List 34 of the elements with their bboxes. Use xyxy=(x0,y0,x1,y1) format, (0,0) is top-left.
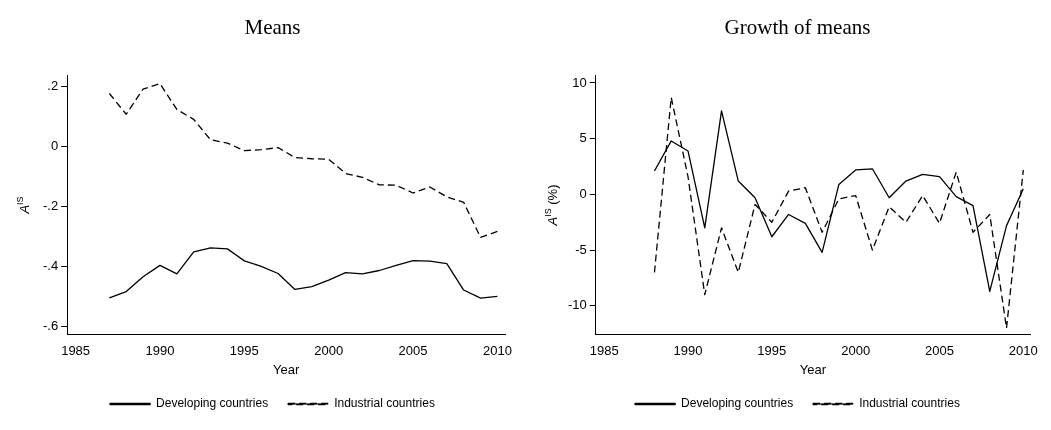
legend-label: Industrial countries xyxy=(859,396,960,411)
chart-title: Means xyxy=(244,15,301,40)
legend-label: Developing countries xyxy=(156,396,269,411)
chart-title: Growth of means xyxy=(724,15,871,40)
y-tick-label: .2 xyxy=(47,77,59,93)
y-tick-label: -10 xyxy=(567,297,587,313)
y-tick-label: -.2 xyxy=(43,198,59,214)
line-series xyxy=(653,96,1024,329)
x-tick-label: 2000 xyxy=(841,343,871,359)
x-tick-label: 1995 xyxy=(757,343,787,359)
x-tick-label: 2000 xyxy=(314,343,344,359)
y-tick-label: -5 xyxy=(575,241,587,257)
legend-label: Developing countries xyxy=(681,396,794,411)
x-tick-label: 2005 xyxy=(925,343,954,359)
x-tick-label: 1985 xyxy=(589,343,619,359)
x-tick-label: 1995 xyxy=(229,343,259,359)
y-axis-title: AIS (%) xyxy=(543,184,561,227)
legend-label: Industrial countries xyxy=(334,396,435,411)
y-axis-title: AIS xyxy=(14,196,32,215)
x-tick-label: 1985 xyxy=(61,343,91,359)
x-tick-label: 2010 xyxy=(1008,343,1038,359)
x-tick-label: 2005 xyxy=(398,343,428,359)
x-axis-title: Year xyxy=(799,361,827,377)
x-tick-label: 2010 xyxy=(482,343,512,359)
x-tick-label: 1990 xyxy=(673,343,703,359)
x-tick-label: 1990 xyxy=(145,343,175,359)
x-axis-title: Year xyxy=(272,361,300,377)
y-tick-label: -.4 xyxy=(43,258,59,274)
line-series xyxy=(108,82,499,239)
y-tick-label: 0 xyxy=(50,137,59,153)
y-tick-label: 10 xyxy=(572,74,587,90)
y-tick-label: -.6 xyxy=(43,318,59,334)
y-tick-label: 0 xyxy=(579,185,587,201)
y-tick-label: 5 xyxy=(579,130,587,146)
